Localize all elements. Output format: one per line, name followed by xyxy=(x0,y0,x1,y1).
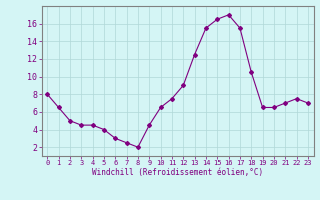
X-axis label: Windchill (Refroidissement éolien,°C): Windchill (Refroidissement éolien,°C) xyxy=(92,168,263,177)
